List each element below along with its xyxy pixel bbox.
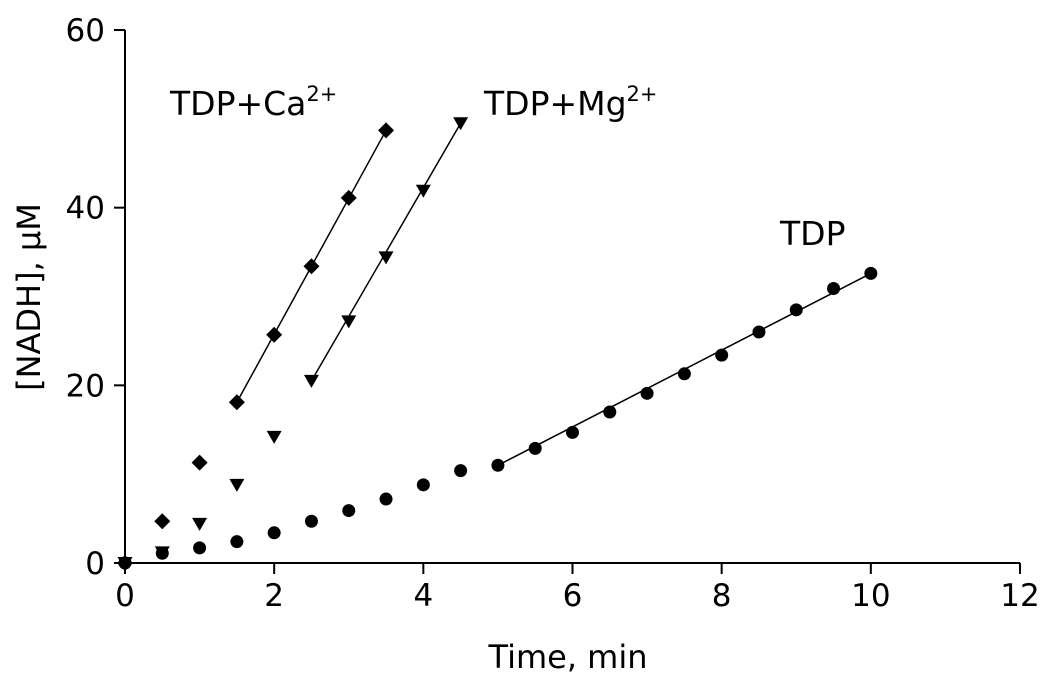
data-point-triangle-down [229,478,245,492]
data-point-diamond [154,513,171,530]
x-tick-label: 2 [264,578,284,614]
data-point-diamond [378,122,395,139]
data-point-triangle-down [341,315,357,329]
data-point-diamond [266,326,283,343]
y-ticks: 0 20 40 60 [66,13,125,582]
x-axis: 0 2 4 6 8 10 12 [115,562,1040,614]
data-point-circle [640,386,654,400]
series-label-tdp-mg-base: TDP+Mg [483,84,627,123]
data-point-triangle-down [303,374,319,388]
data-point-circle [193,541,207,555]
y-tick-label: 0 [85,546,105,582]
data-point-diamond [303,258,320,275]
series-label-tdp-mg-sup: 2+ [627,82,658,106]
data-point-diamond [228,394,245,411]
data-point-circle [789,303,803,317]
data-point-circle [230,535,244,549]
y-axis-title: [NADH], μM [10,203,48,391]
y-axis: 0 20 40 60 [66,13,126,582]
y-tick-label: 40 [66,191,105,227]
y-tick-label: 60 [66,13,105,49]
x-tick-label: 8 [712,578,732,614]
data-point-circle [155,546,169,560]
data-point-triangle-down [192,517,208,531]
fit-lines [236,122,872,466]
data-point-circle [864,266,878,280]
series-label-tdp-ca: TDP+Ca2+ [169,82,337,123]
data-point-triangle-down [453,117,469,131]
series-label-tdp-ca-sup: 2+ [306,82,337,106]
x-tick-label: 4 [413,578,433,614]
data-point-circle [379,492,393,506]
series-label-tdp-base: TDP [779,214,845,253]
data-point-triangle-down [266,430,282,444]
data-point-circle [304,514,318,528]
x-ticks: 0 2 4 6 8 10 12 [115,563,1040,614]
data-point-circle [454,464,468,478]
data-point-circle [752,325,766,339]
data-markers [117,117,878,571]
data-point-circle [491,458,505,472]
x-tick-label: 6 [563,578,583,614]
x-tick-label: 10 [851,578,890,614]
data-point-circle [267,526,281,540]
data-point-triangle-down [415,184,431,198]
data-point-circle [566,425,579,439]
data-point-diamond [340,189,357,206]
data-point-diamond [191,454,208,471]
data-point-circle [118,556,132,570]
x-tick-label: 0 [115,578,135,614]
series-label-tdp: TDP [779,214,845,253]
series-label-tdp-ca-base: TDP+Ca [169,84,306,123]
data-point-circle [528,441,542,455]
data-point-circle [416,478,430,492]
data-point-circle [677,367,691,381]
y-tick-label: 20 [66,368,105,404]
data-point-circle [342,504,356,518]
data-point-triangle-down [378,251,394,265]
x-axis-title: Time, min [488,638,648,676]
data-point-circle [603,405,617,419]
data-point-circle [715,348,729,362]
data-point-circle [827,282,841,296]
series-label-tdp-mg: TDP+Mg2+ [483,82,658,123]
x-tick-label: 12 [1000,578,1039,614]
